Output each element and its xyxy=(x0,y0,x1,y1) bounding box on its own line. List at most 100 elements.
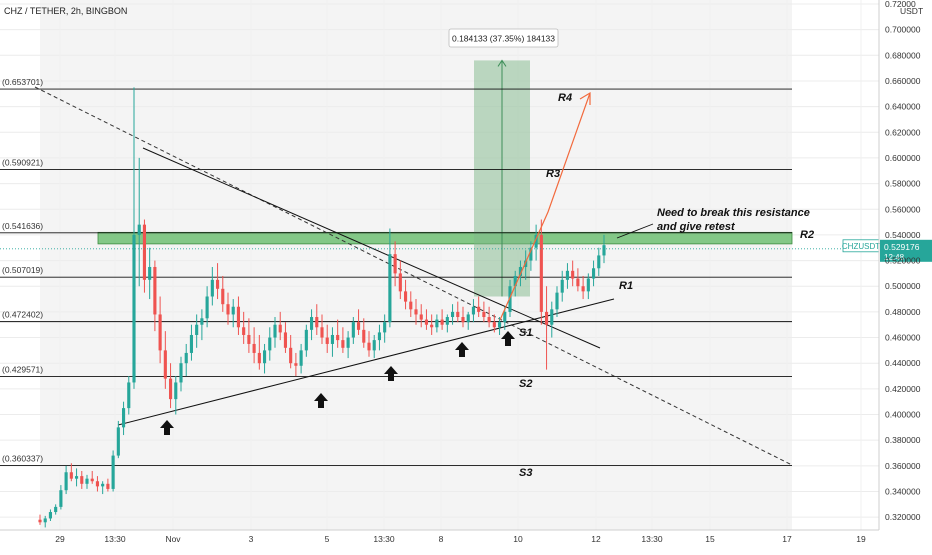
candle-body[interactable] xyxy=(497,322,502,328)
candle-body[interactable] xyxy=(231,306,235,315)
candle-body[interactable] xyxy=(461,317,465,323)
candle-body[interactable] xyxy=(471,306,476,315)
candle-body[interactable] xyxy=(351,322,355,338)
ascending-trendline[interactable] xyxy=(117,298,615,426)
candle-body[interactable] xyxy=(64,472,68,491)
candle-body[interactable] xyxy=(69,472,73,479)
candle-body[interactable] xyxy=(54,506,58,513)
candle-body[interactable] xyxy=(210,279,214,297)
candle-body[interactable] xyxy=(132,234,136,383)
candle-body[interactable] xyxy=(560,279,564,293)
candle-body[interactable] xyxy=(456,311,460,318)
descending-trendline[interactable] xyxy=(142,147,601,349)
candle-body[interactable] xyxy=(242,327,246,335)
candle-body[interactable] xyxy=(116,427,120,456)
candle-body[interactable] xyxy=(85,478,89,484)
candle-body[interactable] xyxy=(137,224,141,235)
candle-body[interactable] xyxy=(440,319,444,325)
candle-body[interactable] xyxy=(142,224,147,280)
candle-body[interactable] xyxy=(299,350,303,366)
candle-body[interactable] xyxy=(283,332,288,348)
candle-body[interactable] xyxy=(544,311,549,325)
dashed-downtrend-line[interactable] xyxy=(34,86,793,466)
candle-body[interactable] xyxy=(195,324,199,335)
candle-body[interactable] xyxy=(309,317,314,330)
candle-body[interactable] xyxy=(591,268,596,279)
candle-body[interactable] xyxy=(477,306,481,312)
candle-body[interactable] xyxy=(174,382,178,400)
candle-body[interactable] xyxy=(153,266,157,315)
candle-body[interactable] xyxy=(518,266,523,276)
candle-body[interactable] xyxy=(101,483,105,487)
candle-body[interactable] xyxy=(482,311,486,318)
candle-body[interactable] xyxy=(168,378,173,400)
candle-body[interactable] xyxy=(576,278,580,287)
candle-body[interactable] xyxy=(377,332,382,341)
candle-body[interactable] xyxy=(450,311,455,318)
candle-body[interactable] xyxy=(127,382,131,409)
candle-body[interactable] xyxy=(550,309,554,325)
candle-body[interactable] xyxy=(226,304,230,315)
candle-body[interactable] xyxy=(409,301,413,310)
candle-body[interactable] xyxy=(513,275,517,287)
candle-body[interactable] xyxy=(393,254,397,274)
candle-body[interactable] xyxy=(325,337,329,344)
candle-body[interactable] xyxy=(158,314,162,351)
candle-body[interactable] xyxy=(320,327,324,338)
candle-body[interactable] xyxy=(273,324,277,338)
candle-body[interactable] xyxy=(257,352,261,364)
candle-body[interactable] xyxy=(59,490,63,507)
candle-body[interactable] xyxy=(586,278,590,292)
candle-body[interactable] xyxy=(356,322,361,330)
candle-body[interactable] xyxy=(48,512,53,519)
candle-body[interactable] xyxy=(341,340,345,348)
candle-body[interactable] xyxy=(205,296,209,319)
candle-body[interactable] xyxy=(503,311,507,323)
candle-body[interactable] xyxy=(247,334,251,344)
candle-body[interactable] xyxy=(346,337,350,348)
candle-body[interactable] xyxy=(539,234,543,312)
candle-body[interactable] xyxy=(419,314,423,320)
candle-body[interactable] xyxy=(221,288,225,305)
candle-body[interactable] xyxy=(330,334,335,344)
candle-body[interactable] xyxy=(304,329,308,351)
candle-body[interactable] xyxy=(524,260,528,267)
candle-body[interactable] xyxy=(236,306,241,328)
candle-body[interactable] xyxy=(414,309,418,315)
candle-body[interactable] xyxy=(90,478,94,482)
candle-body[interactable] xyxy=(424,319,429,325)
candle-body[interactable] xyxy=(252,343,256,353)
candle-body[interactable] xyxy=(565,270,570,280)
candle-body[interactable] xyxy=(315,317,319,328)
candle-body[interactable] xyxy=(383,322,387,333)
candle-body[interactable] xyxy=(106,483,110,489)
candle-body[interactable] xyxy=(80,476,84,484)
candle-body[interactable] xyxy=(445,317,449,325)
candle-body[interactable] xyxy=(200,318,204,325)
candle-body[interactable] xyxy=(362,329,366,343)
candle-body[interactable] xyxy=(111,455,115,489)
candle-body[interactable] xyxy=(278,324,282,333)
candle-body[interactable] xyxy=(487,317,491,323)
candle-body[interactable] xyxy=(148,266,152,280)
candle-body[interactable] xyxy=(492,322,496,328)
candle-body[interactable] xyxy=(43,518,47,523)
candle-body[interactable] xyxy=(466,314,470,323)
candle-body[interactable] xyxy=(529,247,533,261)
candle-body[interactable] xyxy=(602,245,606,256)
candle-body[interactable] xyxy=(179,363,183,383)
candle-body[interactable] xyxy=(435,319,439,328)
candle-body[interactable] xyxy=(372,340,376,351)
candle-body[interactable] xyxy=(388,254,392,323)
candle-body[interactable] xyxy=(163,350,167,379)
candle-body[interactable] xyxy=(430,324,434,328)
candle-body[interactable] xyxy=(184,352,188,364)
candle-body[interactable] xyxy=(534,234,538,248)
candle-body[interactable] xyxy=(95,481,100,487)
candle-body[interactable] xyxy=(367,342,371,351)
candle-body[interactable] xyxy=(581,286,585,292)
candle-body[interactable] xyxy=(262,350,267,364)
candle-body[interactable] xyxy=(189,334,194,353)
candle-body[interactable] xyxy=(74,476,79,479)
